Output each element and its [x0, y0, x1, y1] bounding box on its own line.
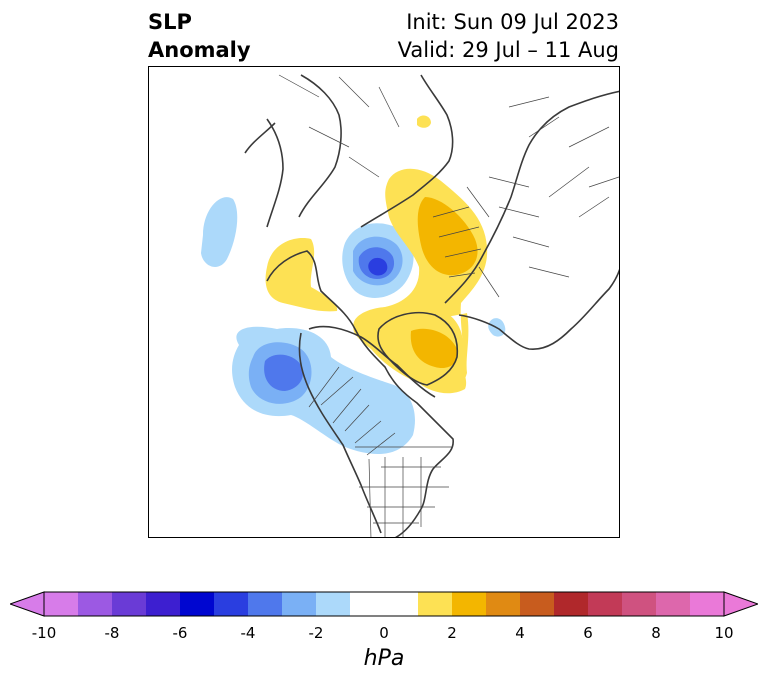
- colorbar-cell: [690, 592, 725, 616]
- map-title: SLP Anomaly: [148, 8, 251, 64]
- siberia-high-core: [417, 197, 478, 276]
- colorbar-cell: [214, 592, 249, 616]
- colorbar-tick-label: -2: [308, 624, 324, 642]
- colorbar-extend-right: [723, 591, 758, 617]
- colorbar-cell: [384, 592, 419, 616]
- title-line-2: Anomaly: [148, 38, 251, 62]
- colorbar-cell: [316, 592, 351, 616]
- borders: [278, 74, 619, 537]
- colorbar-tick-label: -10: [31, 624, 57, 642]
- colorbar-tick-label: -8: [104, 624, 120, 642]
- anomaly-fields: [201, 115, 506, 455]
- north-pacific-high-blob: [417, 115, 431, 128]
- colorbar-tick-label: 8: [651, 624, 661, 642]
- map-dates: Init: Sun 09 Jul 2023 Valid: 29 Jul – 11…: [398, 8, 619, 64]
- colorbar-tick-label: 10: [714, 624, 734, 642]
- colorbar-cell: [146, 592, 181, 616]
- title-line-1: SLP: [148, 10, 192, 34]
- colorbar-cell: [282, 592, 317, 616]
- colorbar-cell: [350, 592, 385, 616]
- colorbar-cell: [520, 592, 555, 616]
- colorbar-cell: [78, 592, 113, 616]
- colorbar-cell: [112, 592, 147, 616]
- greenland-high-core: [410, 328, 458, 369]
- colorbar-cell: [486, 592, 521, 616]
- map-panel: [148, 66, 620, 538]
- colorbar-cell: [180, 592, 215, 616]
- colorbar-cell: [418, 592, 453, 616]
- pacific-west-blob: [201, 197, 238, 267]
- pacific-low-core: [264, 354, 304, 391]
- valid-range: Valid: 29 Jul – 11 Aug: [397, 38, 619, 62]
- map-canvas: [201, 74, 619, 537]
- colorbar-outline: [43, 591, 725, 617]
- arctic-low-core: [368, 257, 388, 276]
- coastlines: [244, 74, 619, 537]
- colorbar-cell: [452, 592, 487, 616]
- colorbar-cell: [248, 592, 283, 616]
- init-date: Init: Sun 09 Jul 2023: [406, 10, 619, 34]
- colorbar-extend-left: [10, 591, 45, 617]
- colorbar-tick-label: -4: [240, 624, 256, 642]
- colorbar-cell: [588, 592, 623, 616]
- colorbar: [10, 591, 758, 617]
- colorbar-cell: [622, 592, 657, 616]
- colorbar-cells: [44, 592, 725, 616]
- colorbar-cell: [44, 592, 79, 616]
- colorbar-tick-label: 0: [379, 624, 389, 642]
- alaska-high: [265, 238, 338, 312]
- colorbar-label: hPa: [363, 646, 405, 671]
- colorbar-cell: [554, 592, 589, 616]
- colorbar-tick-label: 2: [447, 624, 457, 642]
- colorbar-tick-label: -6: [172, 624, 188, 642]
- colorbar-cell: [656, 592, 691, 616]
- colorbar-tick-label: 6: [583, 624, 593, 642]
- colorbar-tick-label: 4: [515, 624, 525, 642]
